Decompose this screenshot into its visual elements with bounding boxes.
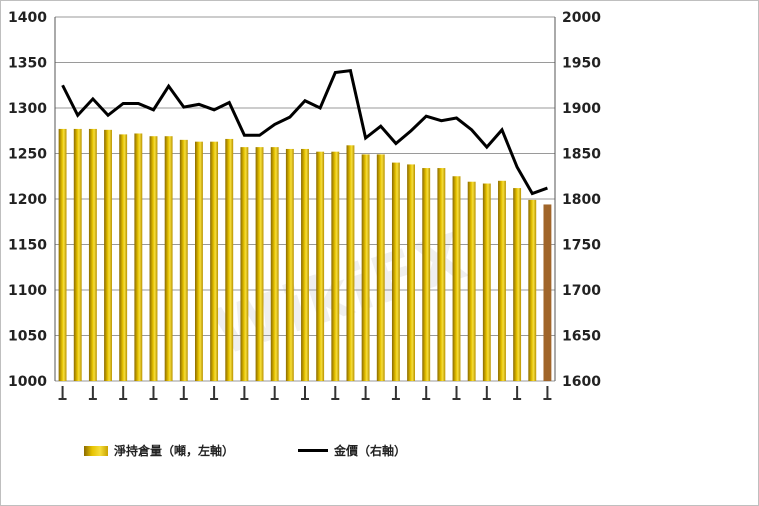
x-tick-foot (361, 398, 370, 400)
bar (134, 133, 143, 381)
axes (54, 17, 556, 381)
bar (210, 141, 219, 381)
right-tick-label: 1900 (562, 101, 601, 117)
x-tick-foot (543, 398, 552, 400)
bar (119, 134, 128, 381)
x-tick-foot (58, 398, 67, 400)
x-tick-foot (301, 398, 309, 400)
bar (513, 188, 522, 381)
bar (301, 148, 309, 381)
bar (391, 162, 400, 381)
bar (225, 138, 234, 381)
right-tick-label: 1700 (562, 283, 601, 299)
x-tick-mark (182, 386, 185, 398)
bar (270, 147, 279, 381)
right-tick-label: 2000 (562, 10, 601, 26)
right-tick-label: 1800 (562, 192, 601, 208)
x-tick-mark (425, 386, 428, 398)
bar (58, 128, 67, 381)
bar (331, 151, 340, 381)
x-tick-foot (119, 398, 128, 400)
x-tick-mark (516, 386, 519, 398)
legend-bar-swatch (84, 445, 108, 456)
bar (164, 136, 173, 381)
bar (255, 147, 264, 381)
right-tick-label: 1600 (562, 374, 601, 390)
x-tick-foot (270, 398, 279, 400)
x-tick-mark (546, 386, 549, 398)
legend-bars: 淨持倉量（噸，左軸） (84, 442, 234, 459)
line-series (61, 69, 548, 196)
x-tick-mark (152, 386, 155, 398)
left-tick-label: 1250 (8, 147, 47, 163)
left-tick-label: 1350 (8, 56, 47, 72)
x-tick-mark (122, 386, 125, 398)
x-tick-mark (243, 386, 246, 398)
right-tick-label: 1750 (562, 238, 601, 254)
bar (285, 148, 294, 381)
x-tick-foot (210, 398, 219, 400)
left-tick-label: 1000 (8, 374, 47, 390)
x-tick-mark (364, 386, 367, 398)
x-tick-foot (240, 398, 249, 400)
x-tick-foot (513, 398, 522, 400)
bar (422, 168, 431, 381)
bar (240, 147, 249, 381)
left-tick-label: 1300 (8, 101, 47, 117)
legend-line-label: 金價（右軸） (334, 444, 407, 458)
x-tick-foot (179, 398, 188, 400)
x-tick-mark (334, 386, 337, 398)
legend-line-swatch (298, 449, 328, 452)
x-tick-foot (88, 398, 97, 400)
legend-line: 金價（右軸） (298, 442, 406, 459)
x-tick-mark (91, 386, 94, 398)
x-tick-mark (394, 386, 397, 398)
x-tick-foot (452, 398, 461, 400)
right-axis-ticks: 2000 1950 1900 1850 1800 1750 1700 1650 1600 (562, 10, 601, 390)
bar (543, 204, 552, 381)
bar (195, 141, 203, 381)
x-tick-mark (455, 386, 458, 398)
bar (179, 139, 188, 381)
bar (452, 176, 461, 381)
x-tick-mark (273, 386, 276, 398)
right-tick-label: 1850 (562, 147, 601, 163)
bar (361, 154, 370, 381)
left-tick-label: 1100 (8, 283, 47, 299)
x-tick-mark (61, 386, 64, 398)
x-axis-ticks (58, 386, 552, 400)
right-tick-label: 1650 (562, 329, 601, 345)
x-tick-foot (149, 398, 158, 400)
bar (407, 164, 415, 381)
x-tick-foot (391, 398, 400, 400)
x-tick-mark (485, 386, 488, 398)
bar (467, 181, 476, 381)
legend-bars-label: 淨持倉量（噸，左軸） (114, 444, 235, 458)
bar (346, 145, 355, 381)
bar (316, 151, 325, 381)
bar (149, 136, 158, 381)
x-tick-foot (422, 398, 431, 400)
bar (376, 154, 385, 381)
bar-series (58, 128, 552, 381)
x-tick-mark (304, 386, 306, 398)
bar (88, 128, 97, 381)
bar (482, 183, 491, 381)
bar (104, 129, 112, 381)
left-axis-ticks: 1400 1350 1300 1250 1200 1150 1100 1050 1000 (8, 10, 47, 390)
left-tick-label: 1400 (8, 10, 47, 26)
x-tick-mark (213, 386, 216, 398)
left-tick-label: 1200 (8, 192, 47, 208)
bar (73, 128, 82, 381)
x-tick-foot (331, 398, 340, 400)
gold-price-line (61, 69, 548, 196)
bar (498, 180, 506, 381)
left-tick-label: 1050 (8, 329, 47, 345)
left-tick-label: 1150 (8, 238, 47, 254)
right-tick-label: 1950 (562, 56, 601, 72)
bar (437, 168, 446, 381)
x-tick-foot (482, 398, 491, 400)
bar (528, 199, 537, 381)
